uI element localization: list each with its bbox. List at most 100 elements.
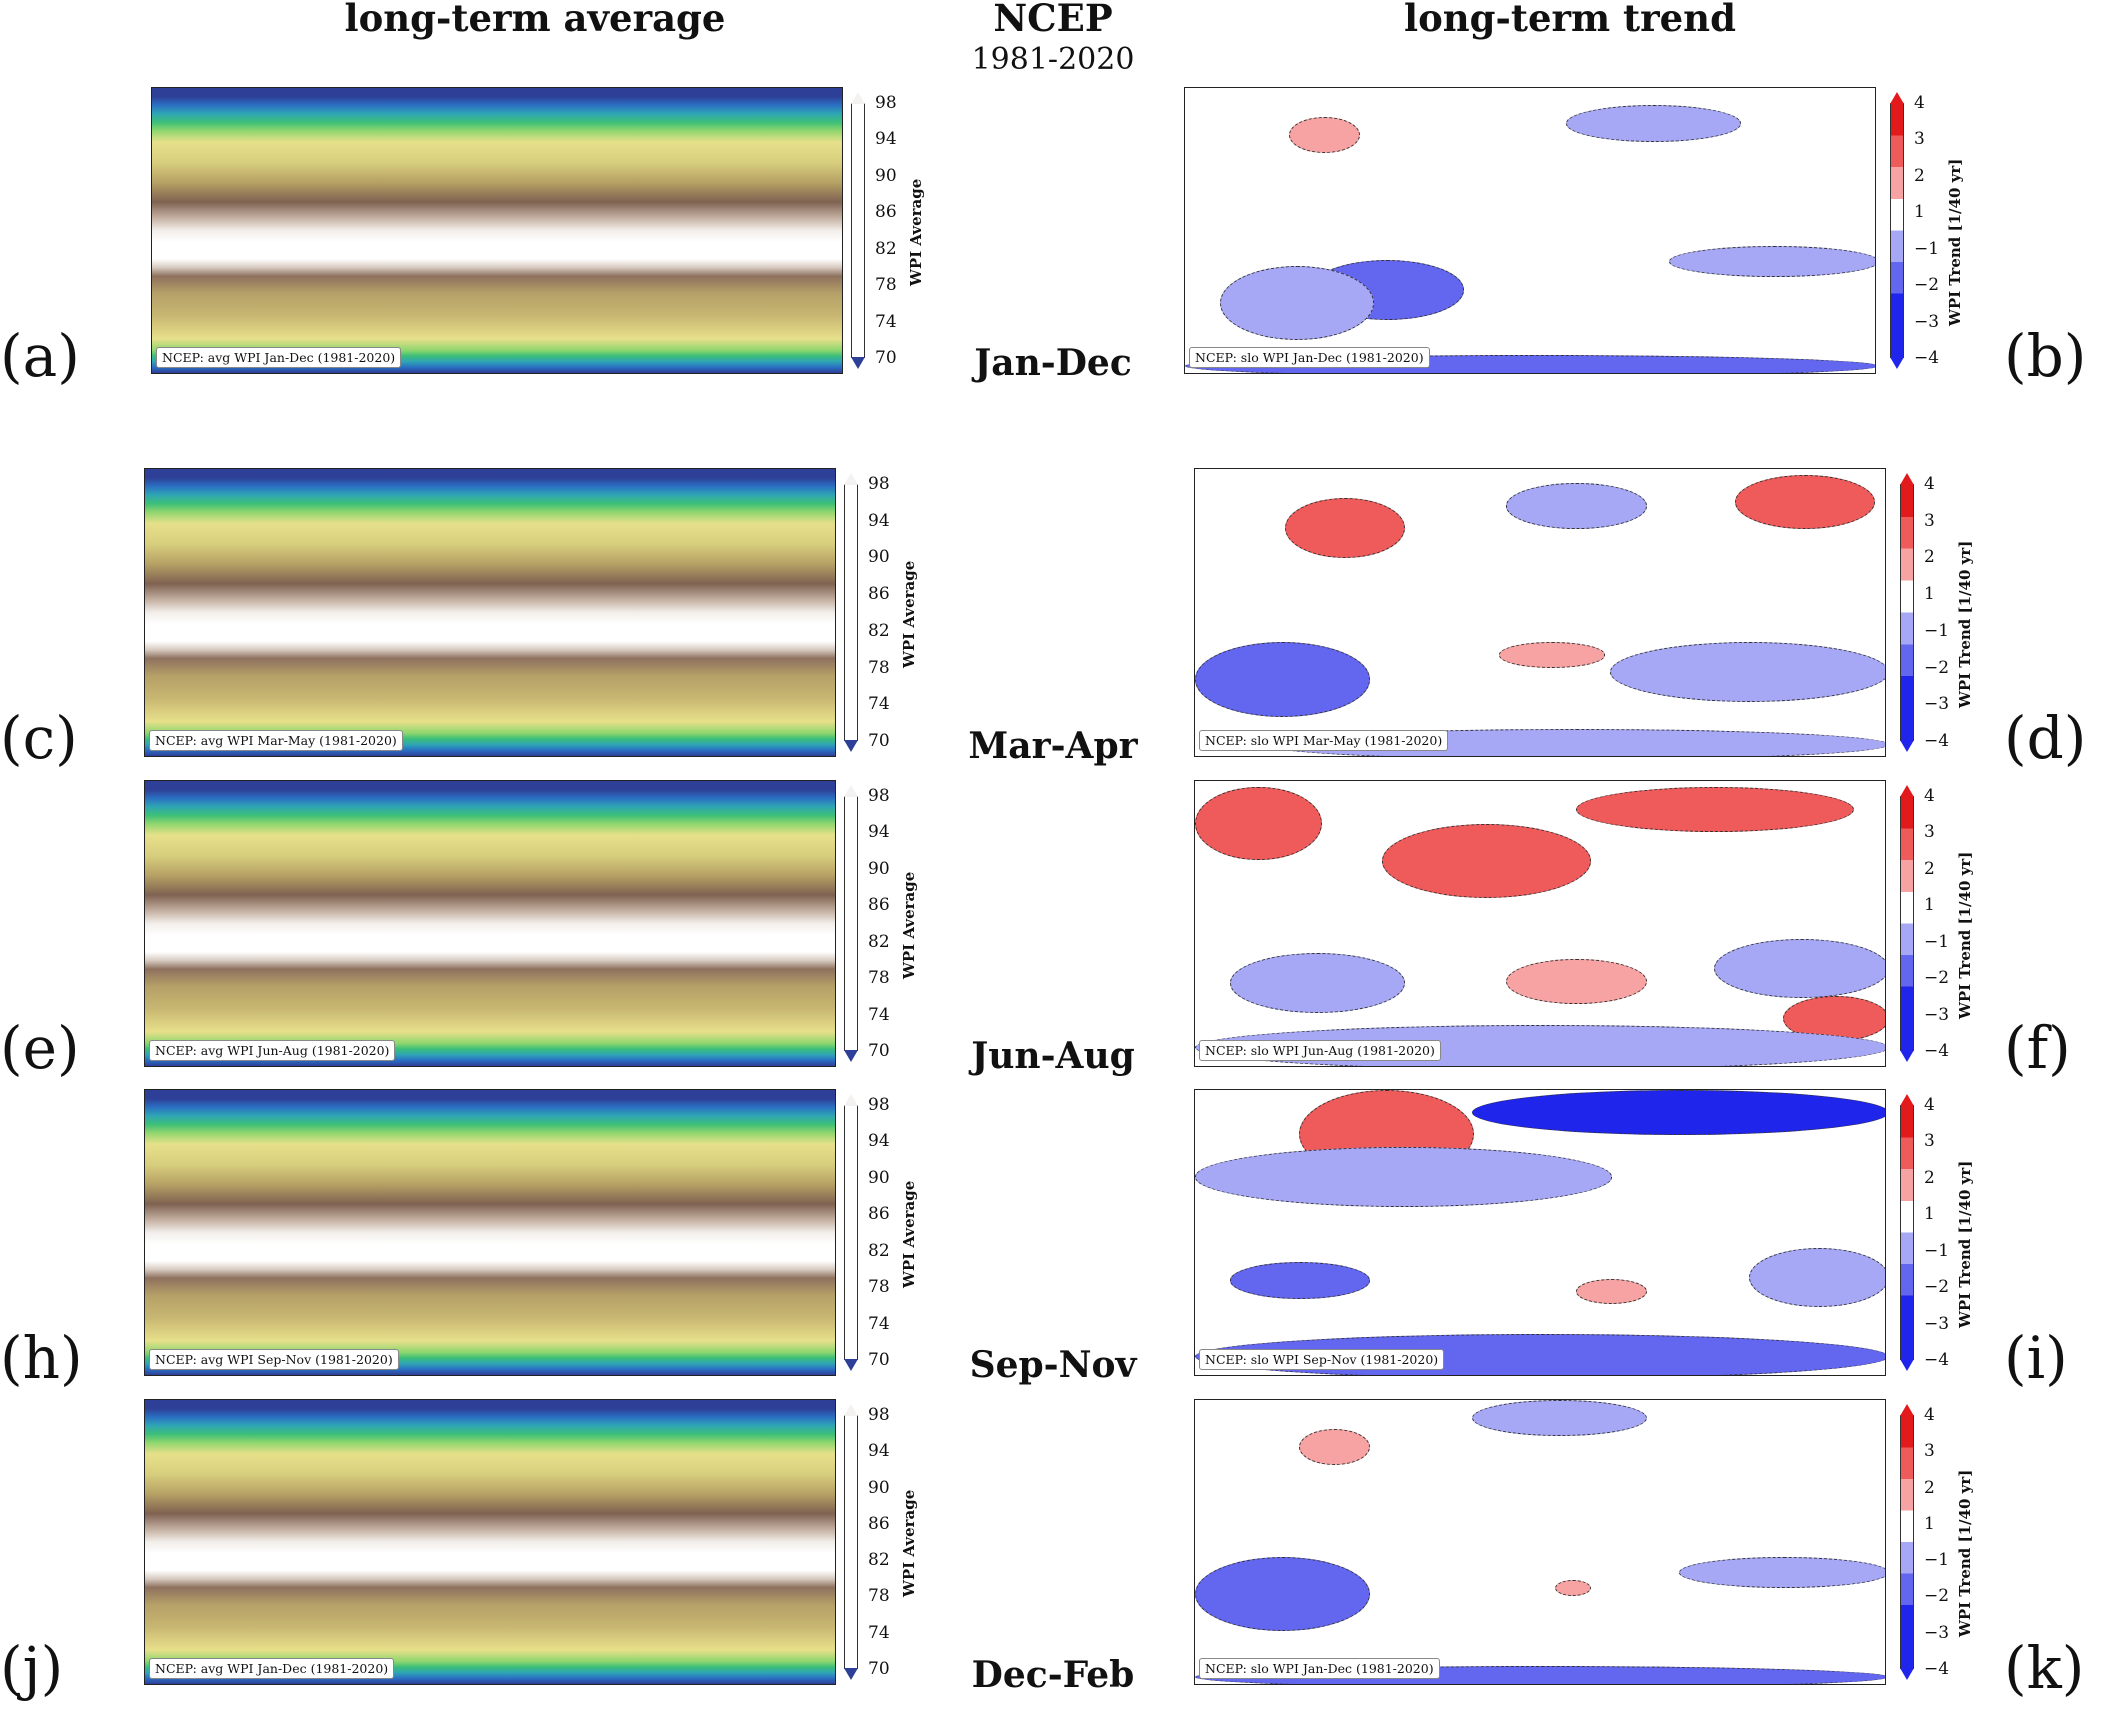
negative-trend-region — [1471, 1090, 1885, 1136]
colorbar-tick-label: −2 — [1924, 968, 1950, 989]
colorbar-tick-label: 94 — [875, 129, 897, 150]
average-colorbar — [851, 92, 865, 369]
colorbar-tick-label: 94 — [868, 1441, 890, 1462]
colorbar-label: WPI Average — [900, 1489, 918, 1597]
positive-trend-region — [1288, 116, 1360, 154]
colorbar-tick-label: 3 — [1924, 1131, 1935, 1152]
panel-label-left: (a) — [0, 322, 80, 390]
colorbar-tick-label: 1 — [1924, 1204, 1935, 1225]
colorbar-tick-label: 82 — [875, 238, 897, 259]
map-caption: NCEP: avg WPI Jan-Dec (1981-2020) — [149, 1658, 395, 1679]
colorbar-tick-label: 90 — [868, 858, 890, 879]
colorbar-tick-label: 70 — [868, 1350, 890, 1370]
colorbar-min-arrow — [851, 357, 865, 369]
positive-trend-region — [1499, 642, 1606, 668]
colorbar-tick-label: 70 — [868, 1041, 890, 1061]
colorbar-max-arrow — [1890, 92, 1904, 104]
negative-trend-region — [1195, 642, 1370, 717]
colorbar-max-arrow — [844, 785, 858, 797]
average-colorbar — [844, 1094, 858, 1371]
colorbar-tick-label: 86 — [868, 895, 890, 916]
colorbar-label: WPI Average — [907, 178, 925, 286]
colorbar-tick-label: 4 — [1924, 1095, 1935, 1115]
colorbar-tick-label: 4 — [1914, 93, 1925, 113]
trend-colorbar — [1900, 1094, 1914, 1371]
panel-label-left: (c) — [0, 704, 78, 772]
average-map: NCEP: avg WPI Jun-Aug (1981-2020) — [144, 780, 836, 1067]
colorbar-tick-label: 82 — [868, 1550, 890, 1571]
colorbar-max-arrow — [1900, 473, 1914, 485]
map-caption: NCEP: avg WPI Jan-Dec (1981-2020) — [156, 347, 402, 368]
colorbar-max-arrow — [1900, 1404, 1914, 1416]
positive-trend-region — [1195, 786, 1322, 861]
colorbar-tick-label: 78 — [868, 1277, 890, 1298]
colorbar-min-arrow — [844, 740, 858, 752]
negative-trend-region — [1219, 265, 1374, 340]
colorbar-label: WPI Average — [900, 560, 918, 668]
colorbar-min-arrow — [1890, 357, 1904, 369]
colorbar-tick-label: 70 — [868, 731, 890, 751]
colorbar-tick-label: 2 — [1924, 547, 1935, 568]
map-caption: NCEP: avg WPI Jun-Aug (1981-2020) — [149, 1040, 396, 1061]
colorbar-label: WPI Trend [1/40 yr] — [1956, 1469, 1974, 1637]
colorbar-min-arrow — [1900, 1050, 1914, 1062]
colorbar-tick-label: 3 — [1914, 129, 1925, 150]
colorbar-min-arrow — [1900, 740, 1914, 752]
colorbar-tick-label: −1 — [1924, 620, 1950, 641]
negative-trend-region — [1229, 953, 1405, 1013]
trend-map: NCEP: slo WPI Mar-May (1981-2020) — [1194, 468, 1886, 757]
positive-trend-region — [1284, 497, 1405, 558]
colorbar-tick-label: 78 — [868, 1586, 890, 1607]
colorbar-tick-label: 4 — [1924, 1405, 1935, 1425]
colorbar-tick-label: 94 — [868, 510, 890, 531]
colorbar-tick-label: 78 — [868, 968, 890, 989]
panel-label-right: (f) — [2004, 1014, 2071, 1082]
negative-trend-region — [1748, 1247, 1885, 1308]
average-map: NCEP: avg WPI Sep-Nov (1981-2020) — [144, 1089, 836, 1376]
colorbar-tick-label: −3 — [1924, 694, 1950, 715]
season-label: Sep-Nov — [969, 1344, 1137, 1386]
colorbar-max-arrow — [844, 473, 858, 485]
colorbar-tick-label: −3 — [1924, 1004, 1950, 1025]
map-caption: NCEP: avg WPI Mar-May (1981-2020) — [149, 730, 403, 751]
trend-map: NCEP: slo WPI Jun-Aug (1981-2020) — [1194, 780, 1886, 1067]
trend-colorbar — [1890, 92, 1904, 369]
colorbar-tick-label: −3 — [1914, 311, 1940, 332]
colorbar-max-arrow — [844, 1094, 858, 1106]
season-label: Jun-Aug — [971, 1035, 1135, 1077]
colorbar-tick-label: 94 — [868, 1131, 890, 1152]
map-caption: NCEP: slo WPI Jan-Dec (1981-2020) — [1189, 347, 1430, 368]
colorbar-tick-label: 82 — [868, 620, 890, 641]
colorbar-min-arrow — [844, 1050, 858, 1062]
colorbar-label: WPI Trend [1/40 yr] — [1956, 540, 1974, 708]
map-caption: NCEP: slo WPI Jan-Dec (1981-2020) — [1199, 1658, 1440, 1679]
colorbar-tick-label: 86 — [868, 584, 890, 605]
colorbar-tick-label: 98 — [875, 93, 897, 113]
positive-trend-region — [1298, 1428, 1370, 1465]
colorbar-tick-label: −1 — [1924, 931, 1950, 952]
season-label: Mar-Apr — [968, 725, 1138, 767]
colorbar-tick-label: 3 — [1924, 1441, 1935, 1462]
colorbar-tick-label: −2 — [1924, 1277, 1950, 1298]
colorbar-max-arrow — [844, 1404, 858, 1416]
colorbar-tick-label: −1 — [1924, 1550, 1950, 1571]
colorbar-tick-label: 74 — [868, 1313, 890, 1334]
colorbar-tick-label: −1 — [1914, 238, 1940, 259]
colorbar-tick-label: 90 — [875, 165, 897, 186]
colorbar-tick-label: 98 — [868, 786, 890, 806]
colorbar-tick-label: 70 — [875, 348, 897, 368]
colorbar-max-arrow — [851, 92, 865, 104]
trend-colorbar — [1900, 473, 1914, 752]
colorbar-tick-label: −4 — [1914, 348, 1940, 368]
colorbar-tick-label: 1 — [1924, 584, 1935, 605]
negative-trend-region — [1679, 1557, 1885, 1588]
season-label: Jan-Dec — [974, 342, 1132, 384]
panel-label-right: (b) — [2004, 322, 2087, 390]
panel-label-left: (j) — [0, 1634, 64, 1702]
colorbar-min-arrow — [1900, 1668, 1914, 1680]
average-colorbar — [844, 785, 858, 1062]
colorbar-tick-label: 2 — [1914, 165, 1925, 186]
colorbar-tick-label: −1 — [1924, 1240, 1950, 1261]
negative-trend-region — [1610, 642, 1885, 703]
colorbar-tick-label: 78 — [875, 275, 897, 296]
